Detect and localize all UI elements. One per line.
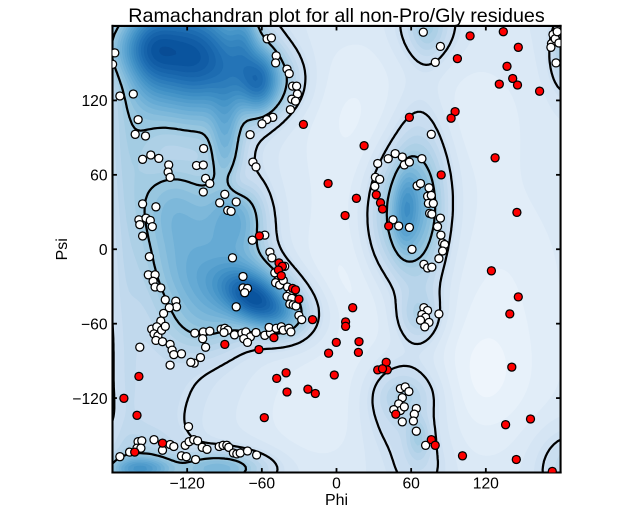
svg-text:−60: −60 xyxy=(249,476,276,493)
svg-text:0: 0 xyxy=(332,476,341,493)
svg-text:Ramachandran plot for all non-: Ramachandran plot for all non-Pro/Gly re… xyxy=(128,5,545,27)
svg-text:−120: −120 xyxy=(169,476,205,493)
svg-text:−60: −60 xyxy=(81,316,108,333)
svg-text:−120: −120 xyxy=(72,391,108,408)
svg-text:120: 120 xyxy=(81,93,107,110)
svg-text:60: 60 xyxy=(402,476,420,493)
svg-text:120: 120 xyxy=(473,476,499,493)
svg-text:Phi: Phi xyxy=(325,492,348,509)
svg-text:0: 0 xyxy=(99,242,108,259)
svg-text:Psi: Psi xyxy=(54,238,71,260)
svg-text:60: 60 xyxy=(90,168,108,185)
